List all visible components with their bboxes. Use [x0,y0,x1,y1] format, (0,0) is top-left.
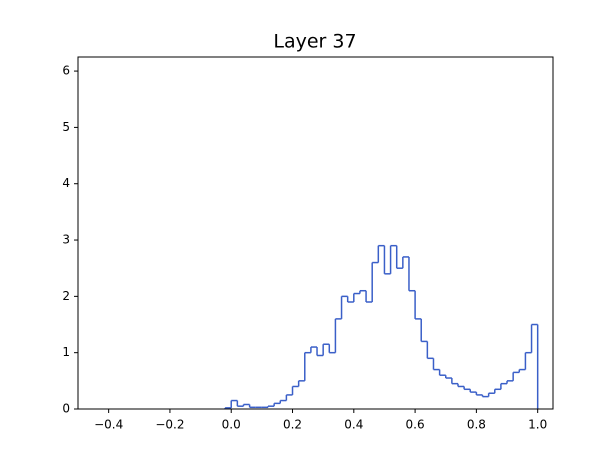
x-tick-label: 0.4 [344,418,363,432]
x-tick-label: −0.4 [94,418,123,432]
y-tick-label: 4 [62,176,70,190]
x-tick-label: 0.0 [222,418,241,432]
chart-title: Layer 37 [273,31,356,53]
y-tick-label: 6 [62,64,70,78]
plot-frame [77,56,554,410]
y-tick-label: 5 [62,120,70,134]
x-tick-label: 0.2 [283,418,302,432]
y-tick-label: 3 [62,233,70,247]
y-tick-label: 1 [62,345,70,359]
x-tick-label: 0.8 [467,418,486,432]
y-tick-label: 0 [62,402,70,416]
x-tick-label: −0.2 [155,418,184,432]
y-tick-label: 2 [62,289,70,303]
x-tick-label: 1.0 [528,418,547,432]
x-tick-label: 0.6 [406,418,425,432]
